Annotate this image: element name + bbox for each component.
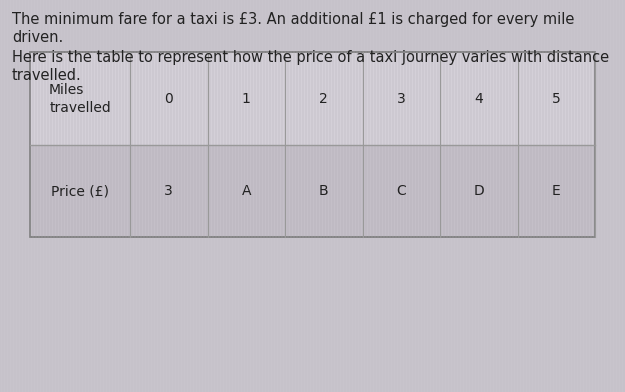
Text: 3: 3 <box>397 92 406 106</box>
Bar <box>30 52 595 237</box>
Text: travelled.: travelled. <box>12 68 82 83</box>
Text: 3: 3 <box>164 184 173 198</box>
Text: D: D <box>473 184 484 198</box>
Text: 0: 0 <box>164 92 173 106</box>
Text: Price (£): Price (£) <box>51 184 109 198</box>
Bar <box>30 53 595 145</box>
Text: 2: 2 <box>319 92 328 106</box>
Text: E: E <box>552 184 561 198</box>
Text: B: B <box>319 184 329 198</box>
Text: The minimum fare for a taxi is £3. An additional £1 is charged for every mile: The minimum fare for a taxi is £3. An ad… <box>12 12 574 27</box>
Text: C: C <box>396 184 406 198</box>
Text: A: A <box>241 184 251 198</box>
Bar <box>30 145 595 237</box>
Text: Miles
travelled: Miles travelled <box>49 83 111 115</box>
Text: 5: 5 <box>552 92 561 106</box>
Text: driven.: driven. <box>12 30 63 45</box>
Text: 1: 1 <box>242 92 251 106</box>
Text: 4: 4 <box>474 92 483 106</box>
Text: Here is the table to represent how the price of a taxi journey varies with dista: Here is the table to represent how the p… <box>12 50 609 65</box>
